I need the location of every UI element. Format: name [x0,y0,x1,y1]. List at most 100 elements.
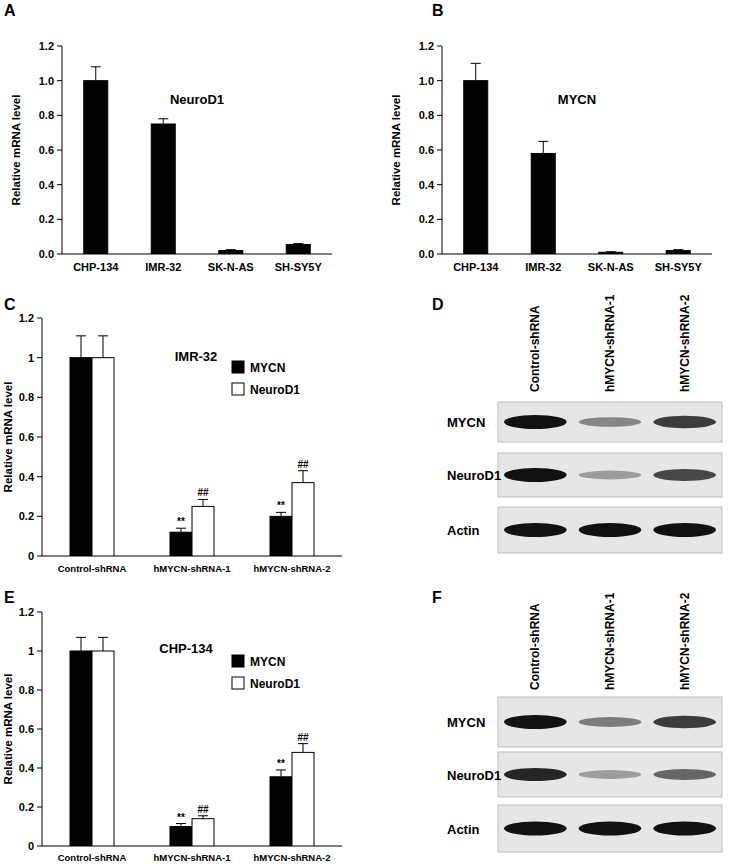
legend-label: MYCN [250,361,285,375]
y-axis-label: Relative mRNA level [2,382,14,493]
significance-label: ** [177,516,185,527]
blot-band [579,717,642,727]
error-bar [538,141,548,153]
bar [70,651,92,846]
y-tick-label: 1.2 [39,40,54,52]
x-tick-label: IMR-32 [145,261,181,273]
y-tick-label: 0.4 [19,762,35,774]
blot-strip [498,507,722,553]
blot-band [504,715,567,729]
marks [70,336,314,556]
legend-swatch [232,655,244,667]
blot-strip [498,697,722,747]
legend-swatch [232,361,244,373]
x-tick-label: SK-N-AS [588,261,634,273]
legend: MYCNNeuroD1 [232,655,300,691]
y-tick [57,46,62,47]
blot-band [579,417,642,427]
error-bar [158,119,168,124]
significance-label: ** [277,500,285,511]
chart-panel: E00.20.40.60.811.2Relative mRNA levelCHP… [2,589,342,863]
y-tick [437,150,442,151]
y-tick-label: 0.6 [19,431,34,443]
y-tick [437,115,442,116]
y-tick [37,516,42,517]
row-label: MYCN [447,715,485,730]
figure: A0.00.20.40.60.81.01.2Relative mRNA leve… [0,0,738,867]
lane-label: hMYCN-shRNA-1 [603,294,617,392]
lane-label: Control-shRNA [528,603,542,690]
x-tick-label: Control-shRNA [58,563,127,574]
bar [531,153,555,254]
bar [170,532,192,556]
bar [70,358,92,556]
y-tick-label: 1.2 [19,312,34,324]
y-tick-label: 0.8 [19,684,34,696]
y-tick-label: 0.6 [39,144,54,156]
y-tick [37,651,42,652]
blot-band [579,471,642,480]
panel-letter: D [432,296,444,313]
y-tick-label: 1.2 [419,40,434,52]
blot-band [504,415,567,429]
x-tick-label: SK-N-AS [208,261,254,273]
error-bar [226,249,236,251]
blot-strip [498,402,722,442]
y-tick [37,476,42,477]
y-tick [57,115,62,116]
y-tick [37,729,42,730]
y-tick-label: 0 [28,550,34,562]
y-tick [437,184,442,185]
bar [292,483,314,556]
legend: MYCNNeuroD1 [232,361,300,397]
y-tick [37,318,42,319]
y-tick [57,150,62,151]
blot-band [504,822,567,836]
chart-panel: A0.00.20.40.60.81.01.2Relative mRNA leve… [4,2,332,273]
sig-labels: ****#### [177,732,309,823]
significance-label: ## [297,732,309,743]
y-axis-label: Relative mRNA level [390,95,402,206]
x-tick-label: hMYCN-shRNA-1 [153,563,231,574]
y-tick [437,219,442,220]
chart-panel: B0.00.20.40.60.81.01.2Relative mRNA leve… [390,2,712,273]
sig-labels: ****#### [177,459,309,528]
legend-label: MYCN [250,655,285,669]
error-bar [198,499,208,506]
y-tick [437,46,442,47]
error-bar [76,336,86,358]
error-bar [298,471,308,483]
panel-letter: A [4,2,16,19]
bar [286,244,310,254]
row-label: NeuroD1 [447,468,501,483]
blot-strip [498,453,722,497]
error-bar [471,63,481,80]
marks [84,67,311,254]
y-tick-label: 0.2 [39,213,54,225]
error-bar [98,336,108,358]
panel-letter: F [432,589,442,606]
y-tick-label: 0.4 [419,179,435,191]
bar [192,819,214,846]
y-tick-label: 1 [28,645,34,657]
y-tick [57,80,62,81]
y-tick-label: 0.6 [19,723,34,735]
error-bar [198,816,208,819]
error-bar [673,249,683,251]
blot-band [653,469,716,481]
blot-strip [498,752,722,797]
blot-band [653,822,716,836]
western-blot: FControl-shRNAhMYCN-shRNA-1hMYCN-shRNA-2… [432,589,722,852]
panel-letter: C [4,296,16,313]
error-bar [176,528,186,532]
row-label: MYCN [447,415,485,430]
bar [464,81,488,254]
y-tick [437,254,442,255]
y-tick-label: 1 [28,352,34,364]
x-tick-label: CHP-134 [73,261,119,273]
bar [666,251,690,254]
significance-label: ** [277,758,285,769]
y-tick [37,437,42,438]
y-tick [37,556,42,557]
bar [170,827,192,847]
